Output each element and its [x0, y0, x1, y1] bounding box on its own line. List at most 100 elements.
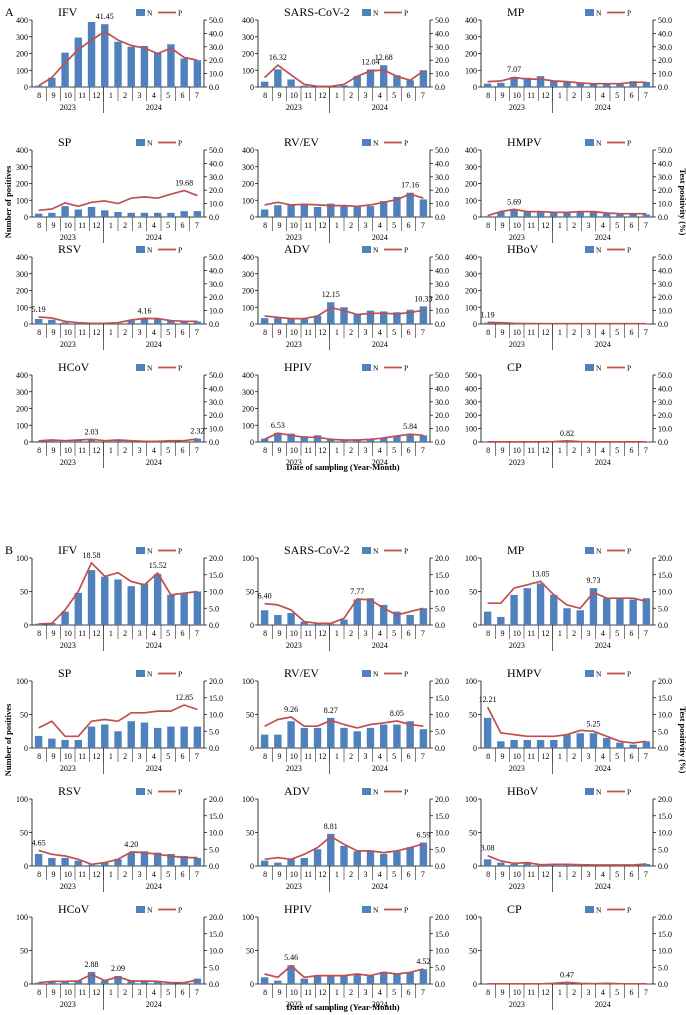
bar	[510, 739, 518, 748]
chart-title: IFV	[58, 543, 78, 557]
bar	[419, 729, 428, 748]
y-tick-label-left: 50	[246, 829, 254, 838]
month-label: 10	[64, 988, 72, 997]
legend-bar-label: N	[147, 9, 153, 18]
chart-A-hpiv: 0 100 200 300 400 0.0 10.0 20.0 30.0 40.0 50.0 6.53…	[242, 360, 449, 468]
y-tick-label-right: 30.0	[435, 173, 449, 182]
bar	[629, 744, 637, 748]
year-label: 2023	[286, 233, 302, 242]
bar	[642, 863, 651, 866]
month-label: 2	[572, 446, 576, 455]
month-label: 6	[181, 221, 185, 230]
legend-bar-label: N	[373, 547, 379, 556]
month-label: 2	[349, 870, 353, 879]
bar	[576, 610, 584, 625]
y-tick-label-right: 0.0	[658, 83, 668, 92]
data-label: 12.15	[322, 290, 340, 299]
y-tick-label-right: 20.0	[209, 554, 223, 563]
month-label: 6	[630, 870, 634, 879]
data-label: 2.32	[190, 427, 204, 436]
month-label: 8	[37, 221, 41, 230]
y-tick-label-right: 40.0	[435, 29, 449, 38]
year-label: 2024	[372, 1000, 388, 1009]
bar	[180, 58, 188, 87]
y-tick-label-left: 400	[242, 253, 254, 262]
y-tick-label-left: 100	[465, 795, 477, 804]
month-label: 4	[152, 446, 156, 455]
month-label: 2	[123, 328, 127, 337]
y-tick-label-right: 0.0	[435, 320, 445, 329]
bar	[114, 323, 122, 324]
year-label: 2024	[146, 641, 162, 650]
month-label: 3	[138, 629, 142, 638]
month-label: 5	[166, 446, 170, 455]
y-tick-label-right: 20.0	[435, 677, 449, 686]
month-label: 10	[64, 328, 72, 337]
bar	[576, 211, 584, 217]
y-tick-label-left: 100	[16, 795, 28, 804]
data-label: 6.40	[258, 592, 272, 601]
positivity-line	[38, 438, 198, 443]
month-label: 4	[152, 870, 156, 879]
month-label: 7	[195, 988, 199, 997]
y-tick-label-right: 10.0	[209, 200, 223, 209]
y-tick-label-left: 50	[20, 588, 28, 597]
year-label: 2023	[509, 458, 525, 467]
bar	[300, 978, 309, 984]
y-tick-label-right: 40.0	[209, 29, 223, 38]
bar	[379, 604, 388, 625]
month-label: 7	[421, 988, 425, 997]
month-label: 7	[421, 91, 425, 100]
y-tick-label-left: 0	[250, 438, 254, 447]
y-tick-label-right: 0.0	[658, 320, 668, 329]
y-tick-label-right: 0.0	[209, 862, 219, 871]
y-tick-label-right: 30.0	[209, 43, 223, 52]
bar	[74, 440, 83, 442]
month-label: 10	[64, 629, 72, 638]
bar	[274, 69, 282, 87]
y-tick-label-left: 0	[24, 320, 28, 329]
bar	[153, 852, 162, 866]
legend-line-label: P	[178, 246, 182, 255]
month-label: 5	[392, 870, 396, 879]
month-label: 5	[166, 629, 170, 638]
year-label: 2023	[286, 641, 302, 650]
legend-line-label: P	[178, 788, 182, 797]
y-tick-label-left: 100	[465, 66, 477, 75]
bar	[406, 614, 414, 625]
month-label: 9	[278, 91, 282, 100]
month-label: 6	[407, 328, 411, 337]
bar	[260, 438, 269, 442]
bar	[406, 192, 414, 217]
y-tick-label-right: 40.0	[435, 159, 449, 168]
month-label: 7	[195, 446, 199, 455]
year-label: 2024	[372, 340, 388, 349]
month-label: 11	[304, 91, 312, 100]
bar	[34, 85, 43, 87]
bar	[406, 309, 414, 324]
y-tick-label-right: 5.0	[658, 604, 668, 613]
month-label: 12	[319, 870, 327, 879]
month-label: 7	[421, 446, 425, 455]
bar	[300, 203, 309, 217]
positivity-line	[38, 189, 198, 212]
bar	[260, 209, 269, 217]
positivity-line	[264, 432, 424, 441]
bar	[563, 864, 571, 866]
month-label: 11	[304, 328, 312, 337]
y-tick-label-right: 40.0	[209, 159, 223, 168]
y-tick-label-right: 10.0	[209, 70, 223, 79]
year-label: 2023	[60, 103, 76, 112]
y-tick-label-right: 5.0	[209, 845, 219, 854]
month-label: 3	[138, 328, 142, 337]
y-tick-label-right: 10.0	[435, 70, 449, 79]
month-label: 6	[630, 91, 634, 100]
y-tick-label-right: 5.0	[435, 963, 445, 972]
bar	[87, 206, 96, 217]
positivity-line	[264, 964, 424, 979]
positivity-line	[487, 76, 647, 85]
month-label: 1	[558, 221, 562, 230]
month-label: 10	[64, 870, 72, 879]
month-label: 9	[278, 446, 282, 455]
